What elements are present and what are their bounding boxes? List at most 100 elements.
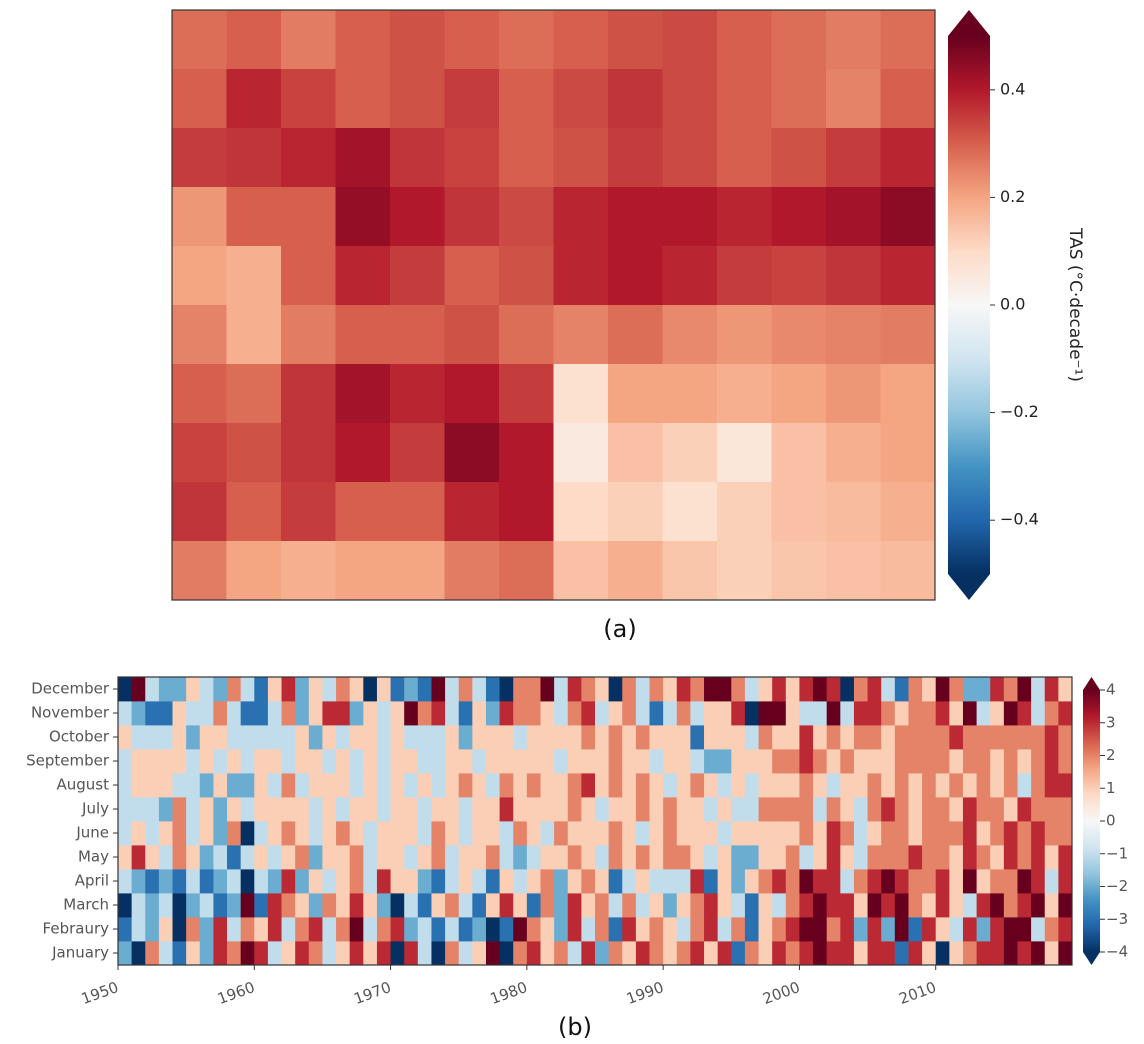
- heatmap-cell: [554, 749, 569, 774]
- heatmap-cell: [676, 701, 691, 726]
- heatmap-cell: [186, 701, 201, 726]
- heatmap-cell: [308, 677, 323, 702]
- heatmap-cell: [458, 773, 473, 798]
- heatmap-cell: [840, 917, 855, 942]
- map-cell: [335, 128, 391, 188]
- heatmap-cell: [758, 725, 773, 750]
- heatmap-cell: [118, 941, 133, 966]
- heatmap-cell: [785, 821, 800, 846]
- heatmap-cell: [499, 701, 514, 726]
- heatmap-cell: [349, 701, 364, 726]
- heatmap-cell: [894, 749, 909, 774]
- heatmap-cell: [213, 773, 228, 798]
- heatmap-cell: [472, 797, 487, 822]
- heatmap-cell: [731, 869, 746, 894]
- heatmap-cell: [663, 845, 678, 870]
- heatmap-cell: [826, 941, 841, 966]
- heatmap-cell: [172, 797, 187, 822]
- heatmap-cell: [145, 797, 160, 822]
- heatmap-cell: [363, 725, 378, 750]
- heatmap-cell: [186, 869, 201, 894]
- map-cell: [717, 305, 772, 365]
- map-cell: [771, 10, 827, 70]
- heatmap-cell: [717, 917, 732, 942]
- map-cell: [717, 541, 772, 601]
- map-cell: [281, 69, 336, 129]
- heatmap-cell: [813, 797, 828, 822]
- heatmap-cell: [1017, 701, 1032, 726]
- map-cell: [499, 482, 554, 542]
- heatmap-cell: [813, 749, 828, 774]
- heatmap-cell: [567, 797, 582, 822]
- heatmap-cell: [1003, 773, 1018, 798]
- heatmap-cell: [785, 773, 800, 798]
- heatmap-cell: [267, 749, 282, 774]
- heatmap-cell: [172, 941, 187, 966]
- heatmap-cell: [881, 893, 896, 918]
- heatmap-cell: [1044, 773, 1059, 798]
- heatmap-cell: [840, 725, 855, 750]
- heatmap-cell: [349, 917, 364, 942]
- heatmap-cell: [281, 701, 296, 726]
- heatmap-cell: [867, 941, 882, 966]
- heatmap-cell: [731, 725, 746, 750]
- heatmap-cell: [990, 797, 1005, 822]
- map-cell: [771, 305, 827, 365]
- heatmap-cell: [867, 845, 882, 870]
- map-cell: [335, 187, 391, 247]
- heatmap-cell: [172, 749, 187, 774]
- heatmap-cell: [526, 677, 541, 702]
- heatmap-cell: [431, 941, 446, 966]
- heatmap-cell: [540, 917, 555, 942]
- heatmap-cell: [595, 749, 610, 774]
- heatmap-cell: [186, 917, 201, 942]
- colorbar-tick-label: 4: [1106, 681, 1116, 699]
- heatmap-cell: [595, 677, 610, 702]
- heatmap-cell: [908, 773, 923, 798]
- heatmap-cell: [281, 941, 296, 966]
- heatmap-cell: [976, 869, 991, 894]
- heatmap-cell: [758, 821, 773, 846]
- map-cell: [335, 541, 391, 601]
- heatmap-cell: [622, 869, 637, 894]
- map-cell: [226, 482, 282, 542]
- heatmap-cell: [554, 941, 569, 966]
- heatmap-cell: [676, 797, 691, 822]
- heatmap-cell: [158, 941, 173, 966]
- heatmap-cell: [240, 845, 255, 870]
- y-tick-label: November: [31, 704, 110, 722]
- heatmap-cell: [635, 821, 650, 846]
- colorbar-tick-label: 1: [1106, 779, 1116, 797]
- heatmap-cell: [840, 821, 855, 846]
- heatmap-cell: [458, 797, 473, 822]
- heatmap-cell: [1044, 917, 1059, 942]
- heatmap-cell: [731, 941, 746, 966]
- heatmap-cell: [894, 797, 909, 822]
- y-tick-label: Febraury: [43, 920, 110, 938]
- heatmap-cell: [431, 869, 446, 894]
- heatmap-cell: [922, 749, 937, 774]
- heatmap-cell: [962, 797, 977, 822]
- heatmap-cell: [417, 941, 432, 966]
- heatmap-cell: [404, 677, 419, 702]
- heatmap-cell: [213, 821, 228, 846]
- heatmap-cell: [227, 893, 242, 918]
- heatmap-cell: [717, 869, 732, 894]
- heatmap-cell: [363, 893, 378, 918]
- heatmap-cell: [485, 869, 500, 894]
- heatmap-cell: [213, 869, 228, 894]
- heatmap-cell: [785, 701, 800, 726]
- map-cell: [390, 246, 445, 306]
- heatmap-cell: [1003, 677, 1018, 702]
- heatmap-cell: [254, 821, 269, 846]
- heatmap-cell: [881, 869, 896, 894]
- heatmap-cell: [349, 893, 364, 918]
- colorbar-tick-label: −3: [1106, 910, 1128, 928]
- heatmap-cell: [744, 893, 759, 918]
- y-tick-label: October: [49, 728, 110, 746]
- heatmap-cell: [853, 869, 868, 894]
- heatmap-cell: [281, 725, 296, 750]
- heatmap-cell: [281, 821, 296, 846]
- heatmap-cell: [608, 797, 623, 822]
- heatmap-cell: [131, 773, 146, 798]
